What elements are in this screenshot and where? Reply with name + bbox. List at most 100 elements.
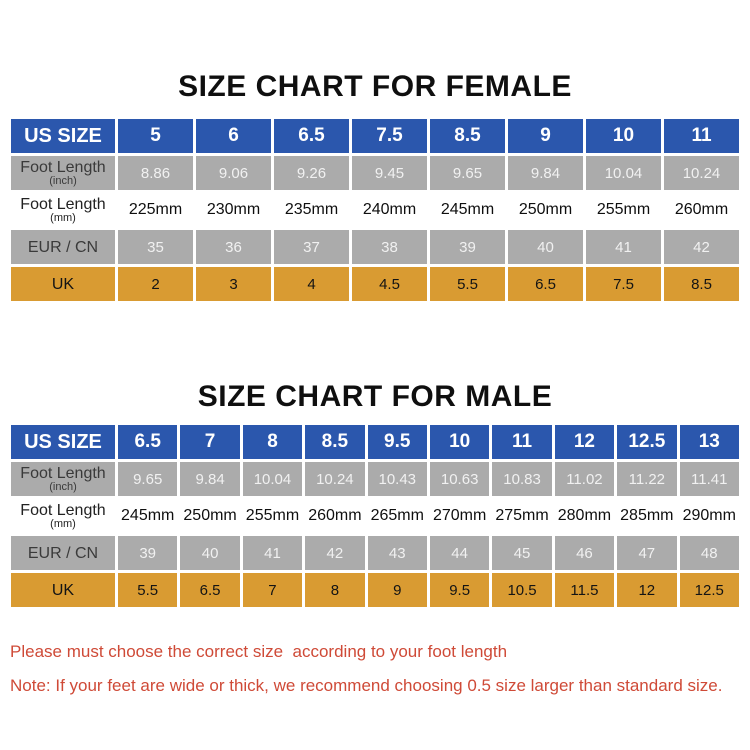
size-value-cell: 270mm bbox=[429, 499, 490, 533]
foot-length-inch-row: Foot Length (inch) 9.65 9.84 10.04 10.24 10.43… bbox=[11, 462, 739, 496]
us-size-value: 6.5 bbox=[274, 119, 349, 153]
us-size-header-label: US SIZE bbox=[11, 119, 115, 153]
size-value-cell: 45 bbox=[492, 536, 552, 570]
size-value-cell: 39 bbox=[430, 230, 505, 264]
row-label-cell: EUR / CN bbox=[11, 536, 115, 570]
us-size-value: 8.5 bbox=[305, 425, 365, 459]
size-value-cell: 11.22 bbox=[617, 462, 677, 496]
row-label-cell: Foot Length (inch) bbox=[11, 156, 115, 190]
size-value-cell: 8.86 bbox=[118, 156, 193, 190]
row-label: Foot Length bbox=[20, 502, 106, 519]
size-value-cell: 260mm bbox=[305, 499, 365, 533]
size-value-cell: 9.26 bbox=[274, 156, 349, 190]
size-value-cell: 255mm bbox=[586, 193, 661, 227]
row-label-cell: UK bbox=[11, 573, 115, 607]
us-size-value: 12 bbox=[554, 425, 615, 459]
us-size-value: 11 bbox=[492, 425, 552, 459]
row-sublabel: (inch) bbox=[49, 175, 77, 187]
size-value-cell: 9.45 bbox=[352, 156, 427, 190]
size-value-cell: 47 bbox=[617, 536, 677, 570]
us-size-header-row: US SIZE 5 6 6.5 7.5 8.5 9 10 11 bbox=[11, 119, 739, 153]
foot-length-inch-row: Foot Length (inch) 8.86 9.06 9.26 9.45 9.65 9.8… bbox=[11, 156, 739, 190]
size-value-cell: 8.5 bbox=[664, 267, 739, 301]
note-choose-correct-size: Please must choose the correct size acco… bbox=[10, 642, 508, 661]
us-size-value: 7.5 bbox=[352, 119, 427, 153]
eur-cn-row: EUR / CN 35 36 37 38 39 40 41 42 bbox=[11, 230, 739, 264]
female-size-table: US SIZE 5 6 6.5 7.5 8.5 9 10 11 Foot Length (inch)… bbox=[8, 116, 742, 304]
male-chart-title: SIZE CHART FOR MALE bbox=[197, 380, 553, 413]
row-label: Foot Length bbox=[20, 196, 106, 213]
size-value-cell: 10.04 bbox=[586, 156, 661, 190]
size-value-cell: 245mm bbox=[430, 193, 505, 227]
row-label: Foot Length bbox=[20, 159, 106, 176]
size-value-cell: 42 bbox=[305, 536, 365, 570]
size-value-cell: 43 bbox=[367, 536, 427, 570]
row-sublabel: (inch) bbox=[49, 481, 77, 493]
row-label: UK bbox=[51, 275, 75, 293]
us-size-value: 8 bbox=[242, 425, 303, 459]
size-value-cell: 290mm bbox=[679, 499, 739, 533]
us-size-header-label: US SIZE bbox=[11, 425, 115, 459]
size-value-cell: 9.84 bbox=[180, 462, 240, 496]
us-size-value: 8.5 bbox=[430, 119, 505, 153]
note-wide-feet-recommendation: Note: If your feet are wide or thick, we… bbox=[10, 676, 723, 695]
us-size-value: 13 bbox=[679, 425, 739, 459]
size-value-cell: 10.24 bbox=[664, 156, 739, 190]
size-value-cell: 10.83 bbox=[492, 462, 552, 496]
size-value-cell: 230mm bbox=[196, 193, 271, 227]
size-value-cell: 6.5 bbox=[508, 267, 583, 301]
size-value-cell: 40 bbox=[180, 536, 240, 570]
us-size-value: 10 bbox=[586, 119, 661, 153]
row-label-cell: EUR / CN bbox=[11, 230, 115, 264]
us-size-value: 11 bbox=[664, 119, 739, 153]
female-chart-title: SIZE CHART FOR FEMALE bbox=[178, 70, 572, 103]
size-value-cell: 5.5 bbox=[118, 573, 178, 607]
size-value-cell: 245mm bbox=[118, 499, 178, 533]
size-value-cell: 6.5 bbox=[180, 573, 240, 607]
size-value-cell: 39 bbox=[118, 536, 178, 570]
size-value-cell: 275mm bbox=[492, 499, 552, 533]
size-value-cell: 10.63 bbox=[429, 462, 490, 496]
size-value-cell: 35 bbox=[118, 230, 193, 264]
size-value-cell: 12 bbox=[617, 573, 677, 607]
male-size-table: US SIZE 6.5 7 8 8.5 9.5 10 11 12 12.5 13 Foot Lengt… bbox=[8, 422, 742, 610]
size-value-cell: 280mm bbox=[554, 499, 615, 533]
size-value-cell: 4.5 bbox=[352, 267, 427, 301]
size-value-cell: 9.65 bbox=[430, 156, 505, 190]
row-sublabel: (mm) bbox=[50, 518, 76, 530]
us-size-value: 12.5 bbox=[617, 425, 677, 459]
uk-row: UK 5.5 6.5 7 8 9 9.5 10.5 11.5 12 12.5 bbox=[11, 573, 739, 607]
size-value-cell: 41 bbox=[586, 230, 661, 264]
row-sublabel: (mm) bbox=[50, 212, 76, 224]
size-value-cell: 250mm bbox=[508, 193, 583, 227]
size-value-cell: 7 bbox=[242, 573, 303, 607]
size-value-cell: 11.41 bbox=[679, 462, 739, 496]
row-label-cell: Foot Length (mm) bbox=[11, 193, 115, 227]
uk-row: UK 2 3 4 4.5 5.5 6.5 7.5 8.5 bbox=[11, 267, 739, 301]
size-value-cell: 9.5 bbox=[429, 573, 490, 607]
row-label-cell: Foot Length (mm) bbox=[11, 499, 115, 533]
size-value-cell: 225mm bbox=[118, 193, 193, 227]
size-value-cell: 285mm bbox=[617, 499, 677, 533]
size-value-cell: 37 bbox=[274, 230, 349, 264]
row-label: EUR / CN bbox=[27, 238, 99, 256]
size-value-cell: 36 bbox=[196, 230, 271, 264]
foot-length-mm-row: Foot Length (mm) 245mm 250mm 255mm 260mm 265mm… bbox=[11, 499, 739, 533]
size-value-cell: 2 bbox=[118, 267, 193, 301]
size-value-cell: 260mm bbox=[664, 193, 739, 227]
us-size-value: 7 bbox=[180, 425, 240, 459]
size-value-cell: 10.43 bbox=[367, 462, 427, 496]
size-value-cell: 265mm bbox=[367, 499, 427, 533]
size-value-cell: 38 bbox=[352, 230, 427, 264]
size-value-cell: 5.5 bbox=[430, 267, 505, 301]
row-label: Foot Length bbox=[20, 465, 106, 482]
row-label: EUR / CN bbox=[27, 544, 99, 562]
size-value-cell: 12.5 bbox=[679, 573, 739, 607]
us-size-header-row: US SIZE 6.5 7 8 8.5 9.5 10 11 12 12.5 13 bbox=[11, 425, 739, 459]
size-value-cell: 10.24 bbox=[305, 462, 365, 496]
row-label: UK bbox=[51, 581, 75, 599]
us-size-value: 5 bbox=[118, 119, 193, 153]
size-value-cell: 9.84 bbox=[508, 156, 583, 190]
foot-length-mm-row: Foot Length (mm) 225mm 230mm 235mm 240mm 245mm… bbox=[11, 193, 739, 227]
